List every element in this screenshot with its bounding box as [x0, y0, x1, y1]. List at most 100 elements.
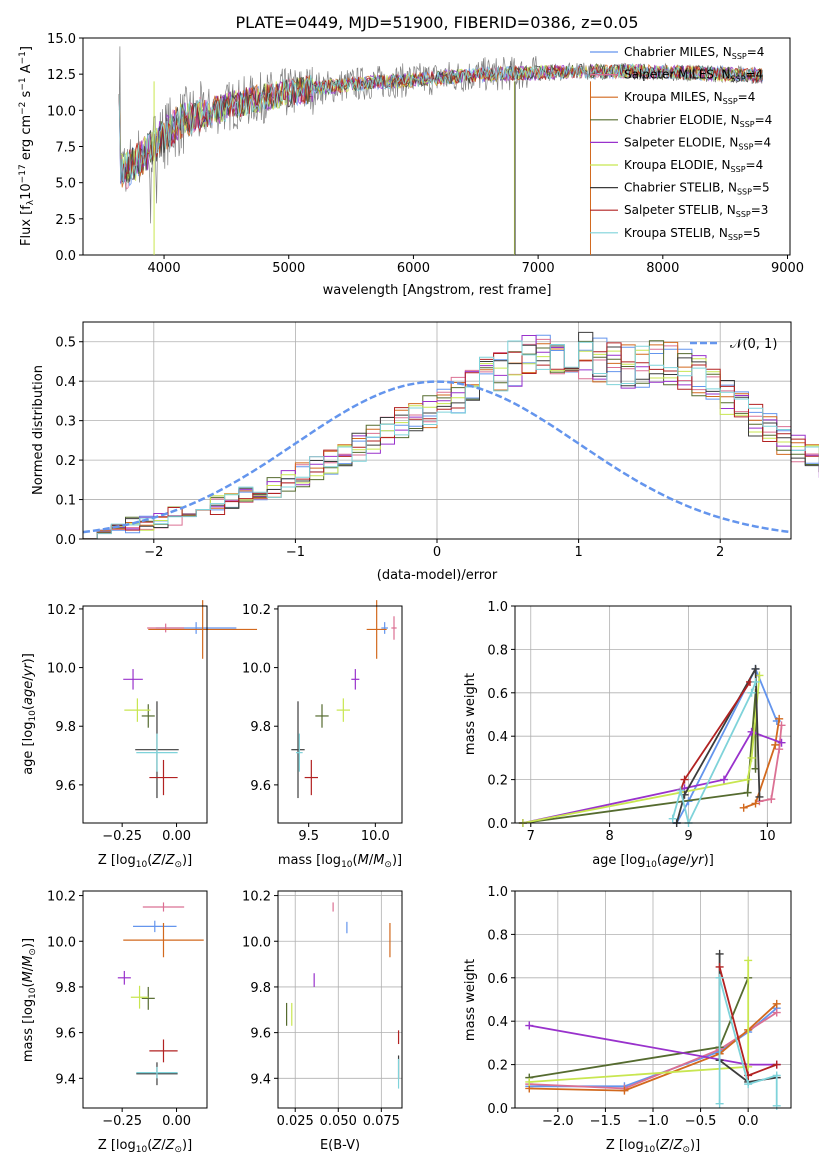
sp-mw-z-ytick-label: 0.2 — [487, 1059, 508, 1074]
sp-mw-age-ytick-label: 0.4 — [487, 730, 508, 745]
residual-ytick-label: 0.0 — [55, 533, 76, 548]
sp-mass-z-ytick-label: 9.8 — [55, 981, 76, 996]
sp-ebv-ytick-label: 9.6 — [250, 1027, 271, 1042]
residual-axes — [82, 321, 792, 540]
spectrum-ytick-label: 12.5 — [47, 68, 76, 83]
spectrum-ytick-label: 15.0 — [47, 32, 76, 47]
mass-z-xlabel: Z [log10(Z/Z⊙)] — [98, 1138, 192, 1155]
residual-plot-area — [82, 331, 819, 540]
mass-weight-marker — [767, 795, 776, 804]
spectrum-ytick-label: 7.5 — [55, 141, 76, 156]
mass-weight-marker — [680, 775, 689, 784]
mass-weight-marker — [751, 677, 760, 686]
mass-weight-marker — [715, 973, 724, 982]
sp-age-mass-xtick-label: 9.5 — [298, 829, 319, 844]
mw-z-xlabel: Z [log10(Z/Z⊙)] — [606, 1138, 700, 1155]
mass-weight-vs-Z-panel: −2.0 −1.5 −1.0 −0.5 0.0 0.0 0.2 0.4 0.6 0.8 1.0 — [487, 885, 792, 1129]
residual-ytick-label: 0.3 — [55, 415, 76, 430]
sp-mass-z-ytick-label: 10.0 — [47, 935, 76, 950]
spectrum-xtick-label: 6000 — [397, 261, 430, 276]
mass-weight-marker — [775, 714, 784, 723]
sp-mass-z-ytick-label: 10.2 — [47, 890, 76, 905]
mass-weight-marker — [772, 1071, 781, 1080]
residual-xtick-label: −1 — [286, 545, 305, 560]
spectrum-ylabel: Flux [fλ10−17 erg cm−2 s−1 A−1] — [18, 46, 36, 246]
spectrum-xtick-label: 4000 — [148, 261, 181, 276]
age-vs-Z-panel: −0.25 0.00 9.6 9.8 10.0 10.2 — [47, 600, 258, 844]
residual-xlabel: (data-model)/error — [377, 568, 498, 583]
age-z-xlabel: Z [log10(Z/Z⊙)] — [98, 853, 192, 870]
mass-weight-marker — [747, 753, 756, 762]
age-mass-xlabel: mass [log10(M/M⊙)] — [278, 853, 402, 870]
spectrum-ytick-label: 0.0 — [55, 249, 76, 264]
mass-weight-marker — [772, 999, 781, 1008]
residual-xtick-label: 0 — [433, 545, 441, 560]
residual-legend: 𝒩(0, 1) — [690, 337, 777, 352]
mass-weight-vs-age-panel: 7 8 9 10 0.0 0.2 0.4 0.6 0.8 1.0 — [487, 600, 792, 844]
mass-weight-marker — [719, 775, 728, 784]
sp-mw-z-xtick-label: −1.0 — [637, 1114, 669, 1129]
mass-weight-marker — [744, 956, 753, 965]
residual-histogram-line — [83, 349, 819, 540]
mass-weight-line — [522, 730, 782, 824]
sp-mw-z-ytick-label: 0.4 — [487, 1015, 508, 1030]
sp-age-mass-ytick-label: 10.2 — [242, 603, 271, 618]
sp-mw-age-ytick-label: 1.0 — [487, 600, 508, 615]
spectrum-legend-label: Salpeter MILES, NSSP=4 — [624, 68, 763, 84]
sp-age-mass-xtick-label: 10.0 — [361, 829, 390, 844]
mass-weight-marker — [715, 1099, 724, 1108]
sp-mass-z-ytick-label: 9.6 — [55, 1027, 76, 1042]
mw-z-ylabel: mass weight — [463, 959, 478, 1041]
sp-ebv-xtick-label: 0.050 — [320, 1114, 357, 1129]
sp-mw-z-xtick-label: 0.0 — [738, 1114, 759, 1129]
residual-xtick-label: 1 — [574, 545, 582, 560]
sp-ebv-ytick-label: 9.4 — [250, 1072, 271, 1087]
sp-age-mass-ytick-label: 9.6 — [250, 779, 271, 794]
sp-mw-age-ytick-label: 0.0 — [487, 817, 508, 832]
spectrum-xtick-label: 8000 — [646, 261, 679, 276]
sp-mass-z-xtick-label: 0.00 — [162, 1114, 191, 1129]
residual-histogram-line — [83, 331, 819, 540]
mw-age-xlabel: age [log10(age/yr)] — [592, 853, 714, 870]
residual-histogram-line — [83, 340, 819, 540]
sp-mass-z-axes — [82, 890, 208, 1109]
sp-mw-age-ytick-label: 0.6 — [487, 687, 508, 702]
spectrum-ytick-label: 10.0 — [47, 104, 76, 119]
mass-weight-marker — [620, 1086, 629, 1095]
mass-weight-marker — [739, 803, 748, 812]
sp-mw-age-xtick-label: 8 — [605, 829, 613, 844]
sp-mw-z-xtick-label: −1.5 — [590, 1114, 622, 1129]
age-vs-mass-panel: 9.5 10.0 9.6 9.8 10.0 10.2 — [242, 600, 403, 844]
residual-histogram-line — [83, 334, 819, 540]
sp-age-z-axes — [82, 605, 208, 824]
residual-ytick-label: 0.1 — [55, 494, 76, 509]
mass-weight-line — [529, 977, 750, 1079]
spectrum-ticks: 4000 5000 6000 7000 8000 9000 0.0 2.5 5.0 7.5 10.0… — [47, 32, 804, 276]
sp-age-z-ytick-label: 10.0 — [47, 662, 76, 677]
spectrum-legend-label: Kroupa MILES, NSSP=4 — [624, 90, 755, 106]
residual-histogram-line — [83, 340, 819, 540]
sp-age-z-xtick-label: 0.00 — [162, 829, 191, 844]
mass-weight-marker — [668, 814, 677, 823]
mw-age-ylabel: mass weight — [463, 673, 478, 755]
spectrum-legend-label: Salpeter ELODIE, NSSP=4 — [624, 135, 771, 151]
mass-weight-marker — [772, 1101, 781, 1110]
sp-mw-z-ytick-label: 1.0 — [487, 885, 508, 900]
mass-vs-Z-panel: −0.25 0.00 9.4 9.6 9.8 10.0 10.2 — [47, 890, 208, 1129]
mass-weight-marker — [525, 1077, 534, 1086]
residual-histogram-line — [83, 335, 819, 540]
spectrum-ytick-label: 5.0 — [55, 177, 76, 192]
normal-curve-legend-label: 𝒩(0, 1) — [730, 337, 777, 352]
sp-mw-z-ytick-label: 0.6 — [487, 972, 508, 987]
mass-weight-line — [743, 718, 781, 809]
spectrum-legend-label: Chabrier STELIB, NSSP=5 — [624, 181, 770, 197]
mass-weight-marker — [751, 664, 760, 673]
sp-mw-age-xtick-label: 10 — [759, 829, 776, 844]
sp-mw-z-xtick-label: −2.0 — [542, 1114, 574, 1129]
mass-weight-marker — [676, 786, 685, 795]
sp-mw-age-ytick-label: 0.2 — [487, 774, 508, 789]
spectrum-legend-label: Kroupa ELODIE, NSSP=4 — [624, 158, 763, 174]
residual-xtick-label: 2 — [716, 545, 724, 560]
spectrum-xtick-label: 5000 — [272, 261, 305, 276]
sp-ebv-xtick-label: 0.075 — [363, 1114, 400, 1129]
